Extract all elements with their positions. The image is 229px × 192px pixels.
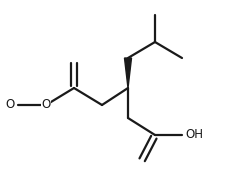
Polygon shape [124,58,131,88]
Text: OH: OH [184,128,202,142]
Text: O: O [6,98,15,112]
Text: O: O [41,98,50,112]
